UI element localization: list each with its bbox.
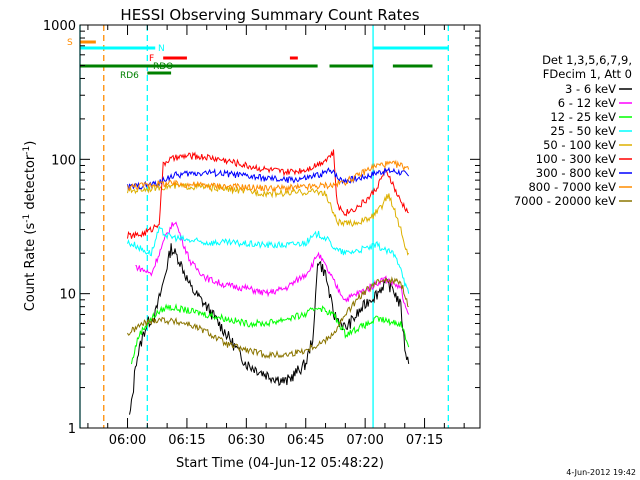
series-line-2 (131, 303, 410, 365)
flag-label-rd6: RD6 (120, 71, 139, 81)
series-layer (127, 149, 410, 415)
axes-layer: 1 10 100 1000 06:00 06:15 06:30 06:45 07:00 07:15 (43, 19, 480, 448)
y-tick-label-1: 10 (59, 288, 76, 303)
series-line-8 (127, 276, 409, 360)
y-axis-label: Count Rate (s-1 detector-1) (22, 141, 38, 312)
chart-title: HESSI Observing Summary Count Rates (120, 6, 419, 24)
flag-label-f: F (149, 54, 154, 64)
legend-label-7: 800 - 7000 keV (528, 180, 616, 194)
legend-label-6: 300 - 800 keV (536, 166, 616, 180)
legend-label-3: 25 - 50 keV (550, 124, 616, 138)
x-tick-label-1: 06:15 (168, 433, 205, 448)
flags-layer: SNFRDORD6 (67, 38, 449, 81)
x-tick-label-3: 06:45 (287, 433, 324, 448)
y-axis-label-mid: detector (23, 154, 38, 214)
y-axis-label-sup2: -1 (22, 146, 32, 155)
y-tick-label-0: 1 (68, 422, 76, 437)
y-tick-label-3: 1000 (43, 19, 76, 34)
x-tick-label-5: 07:15 (406, 433, 443, 448)
series-line-4 (127, 181, 410, 256)
legend-label-8: 7000 - 20000 keV (514, 194, 616, 208)
legend-label-2: 12 - 25 keV (550, 110, 616, 124)
x-tick-label-0: 06:00 (109, 433, 146, 448)
series-line-7 (127, 159, 410, 193)
y-axis-label-main: Count Rate (s (23, 223, 38, 312)
series-line-0 (129, 243, 410, 415)
y-axis-label-sup1: -1 (22, 214, 32, 223)
flag-label-n: N (158, 44, 165, 54)
legend: Det 1,3,5,6,7,9,FDecim 1, Att 03 - 6 keV… (514, 53, 632, 208)
series-line-5 (127, 149, 409, 239)
x-tick-label-2: 06:30 (228, 433, 265, 448)
series-line-6 (127, 166, 410, 191)
series-line-3 (127, 225, 410, 294)
x-axis-label: Start Time (04-Jun-12 05:48:22) (176, 456, 384, 471)
series-line-1 (135, 221, 410, 315)
flag-label-s: S (67, 38, 73, 48)
legend-label-1: 6 - 12 keV (558, 96, 616, 110)
legend-header-1: FDecim 1, Att 0 (543, 67, 632, 81)
y-tick-label-2: 100 (51, 153, 76, 168)
y-axis-label-end: ) (23, 141, 38, 146)
x-tick-label-4: 07:00 (346, 433, 383, 448)
legend-label-4: 50 - 100 keV (543, 138, 616, 152)
legend-label-0: 3 - 6 keV (565, 82, 616, 96)
footer-timestamp: 4-Jun-2012 19:42 (566, 468, 636, 477)
legend-header-0: Det 1,3,5,6,7,9, (542, 53, 632, 67)
legend-label-5: 100 - 300 keV (536, 152, 616, 166)
plot-frame (79, 24, 481, 429)
